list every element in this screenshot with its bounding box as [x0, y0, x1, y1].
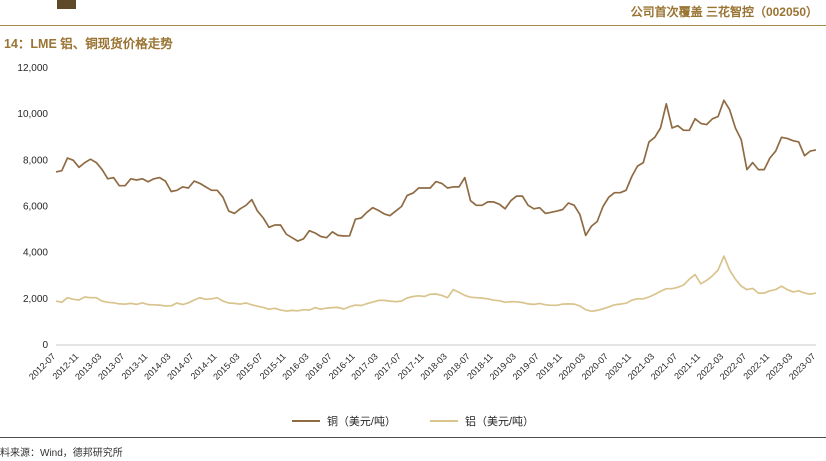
svg-text:8,000: 8,000: [23, 155, 48, 166]
source-note: 料来源：Wind，德邦研究所: [0, 448, 123, 459]
legend-item-copper: 铜（美元/吨）: [291, 413, 396, 429]
svg-text:10,000: 10,000: [17, 109, 48, 120]
figure-title: 14：LME 铝、铜现货价格走势: [4, 37, 173, 51]
svg-text:2,000: 2,000: [23, 294, 48, 305]
publisher-logo: [57, 0, 76, 9]
price-line-chart: 02,0004,0006,0008,00010,00012,0002012-07…: [17, 63, 817, 382]
svg-text:6,000: 6,000: [23, 202, 48, 213]
legend-label-aluminum: 铝（美元/吨）: [465, 416, 535, 428]
svg-text:0: 0: [42, 340, 48, 351]
chart-legend: 铜（美元/吨） 铝（美元/吨）: [0, 413, 826, 429]
aluminum-line-swatch: [430, 420, 458, 422]
legend-item-aluminum: 铝（美元/吨）: [430, 413, 534, 429]
header-divider: [0, 25, 826, 26]
report-header-text: 公司首次覆盖 三花智控（002050）: [630, 5, 818, 19]
footer-divider: [0, 437, 826, 438]
svg-text:4,000: 4,000: [23, 248, 48, 259]
svg-text:12,000: 12,000: [17, 63, 48, 74]
legend-label-copper: 铜（美元/吨）: [326, 416, 396, 428]
copper-line-swatch: [291, 420, 320, 422]
